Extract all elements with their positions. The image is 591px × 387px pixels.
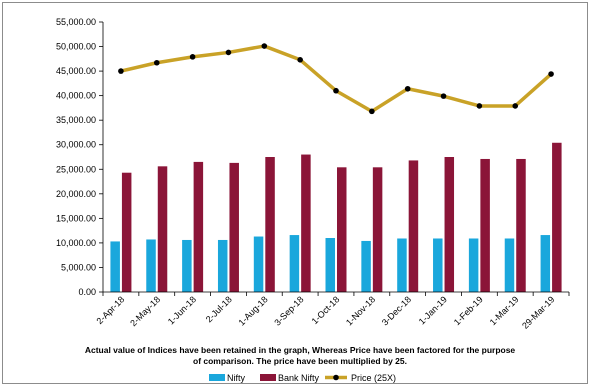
bar-nifty (504, 238, 515, 292)
price-point (369, 108, 375, 115)
x-tick-label: 2-May-18 (128, 294, 162, 328)
x-axis: 2-Apr-18 2-May-18 1-Jun-18 2-Jul-18 1-Aug-18… (95, 291, 570, 331)
price-point (512, 103, 519, 109)
bar-bank-nifty (444, 157, 455, 292)
bar-nifty (253, 236, 264, 292)
x-tick-label: 1-Jun-18 (166, 294, 198, 326)
price-point (333, 87, 339, 94)
price-point (153, 59, 160, 66)
bar-bank-nifty (516, 158, 526, 292)
bar-nifty (433, 238, 443, 292)
price-line-group (118, 43, 554, 115)
y-tick-label: 20,000.00 (56, 189, 96, 199)
bar-bank-nifty (480, 158, 490, 292)
y-tick-label: 45,000.00 (56, 66, 96, 76)
y-tick-label: 30,000.00 (56, 140, 96, 150)
legend-label-nifty: Nifty (227, 373, 246, 383)
x-tick-label: 29-Mar-19 (520, 294, 556, 330)
x-tick-label: 3-Sep-18 (272, 294, 305, 327)
bar-bank-nifty (301, 154, 311, 292)
bar-bank-nifty (552, 142, 562, 292)
y-tick-label: 5,000.00 (61, 262, 96, 272)
y-tick-label: 50,000.00 (56, 42, 96, 52)
bar-nifty (325, 238, 335, 292)
price-point (225, 49, 232, 56)
y-tick-label: 55,000.00 (56, 17, 96, 27)
annotation-line-2: of comparison. The price have been multi… (193, 356, 407, 366)
bar-nifty (182, 239, 192, 292)
y-tick-label: 0.00 (78, 287, 96, 297)
bar-nifty (397, 238, 407, 292)
bar-bank-nifty (372, 167, 383, 292)
price-point (548, 71, 554, 77)
bar-bank-nifty (193, 161, 204, 292)
x-tick-label: 1-Nov-18 (344, 294, 377, 327)
price-point (440, 93, 447, 99)
legend-label-bank-nifty: Bank Nifty (278, 373, 320, 383)
price-point (118, 68, 124, 74)
price-point (189, 54, 196, 60)
bar-bank-nifty (337, 167, 347, 292)
x-tick-label: 1-Aug-18 (236, 294, 269, 327)
bar-nifty (110, 241, 120, 292)
price-point (404, 85, 411, 92)
bar-bank-nifty (408, 160, 419, 292)
price-point (476, 103, 483, 109)
chart-svg: 55,000.00 50,000.00 45,000.00 40,000.00 35,0… (56, 17, 570, 383)
chart-frame: 55,000.00 50,000.00 45,000.00 40,000.00 35,0… (2, 2, 588, 384)
annotation-line-1: Actual value of Indices have been retain… (85, 345, 516, 355)
y-tick-label: 15,000.00 (56, 213, 96, 223)
annotation: Actual value of Indices have been retain… (85, 345, 516, 366)
bar-nifty (361, 240, 371, 292)
y-tick-label: 25,000.00 (56, 164, 96, 174)
y-axis: 55,000.00 50,000.00 45,000.00 40,000.00 35,0… (56, 17, 104, 297)
y-tick-label: 35,000.00 (56, 115, 96, 125)
x-tick-label: 2-Jul-18 (204, 294, 234, 324)
x-tick-label: 2-Apr-18 (95, 294, 127, 326)
bar-nifty (468, 238, 479, 292)
x-tick-label: 1-Oct-18 (310, 294, 342, 326)
bar-nifty (146, 239, 156, 292)
bar-nifty (540, 235, 551, 292)
legend-swatch-nifty (209, 374, 225, 381)
legend: Nifty Bank Nifty Price (25X) (209, 373, 396, 383)
y-tick-label: 10,000.00 (56, 238, 96, 248)
legend-marker-price (333, 374, 339, 381)
bar-bank-nifty (229, 162, 239, 292)
bar-nifty (217, 239, 228, 292)
bar-nifty (289, 235, 300, 292)
legend-swatch-bank-nifty (260, 374, 276, 381)
bar-bank-nifty (265, 157, 275, 292)
price-line (120, 44, 553, 114)
price-point (261, 43, 268, 49)
bar-bank-nifty (157, 166, 168, 292)
bars (110, 142, 562, 292)
x-tick-label: 1-Jan-19 (417, 294, 449, 326)
legend-label-price: Price (25X) (351, 373, 396, 383)
bar-bank-nifty (121, 172, 132, 292)
y-tick-label: 40,000.00 (56, 91, 96, 101)
x-tick-label: 1-Mar-19 (488, 294, 521, 327)
x-tick-label: 1-Feb-19 (452, 294, 485, 327)
x-tick-label: 3-Dec-18 (380, 294, 413, 327)
price-point (297, 57, 303, 63)
